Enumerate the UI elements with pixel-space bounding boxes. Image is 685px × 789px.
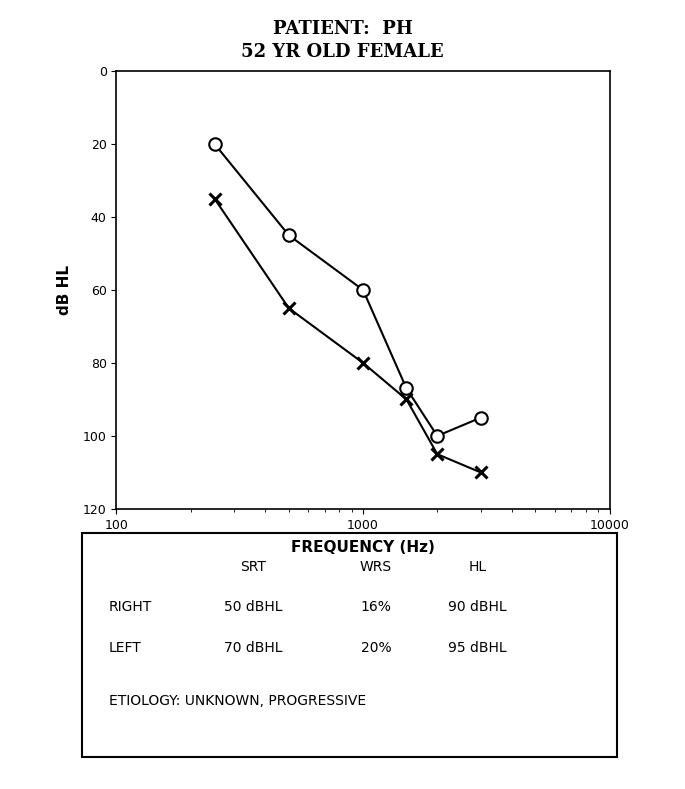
Text: 70 dBHL: 70 dBHL: [224, 641, 282, 655]
Text: RIGHT: RIGHT: [109, 600, 152, 614]
Text: WRS: WRS: [360, 559, 392, 574]
Text: 95 dBHL: 95 dBHL: [448, 641, 507, 655]
Text: ETIOLOGY: UNKNOWN, PROGRESSIVE: ETIOLOGY: UNKNOWN, PROGRESSIVE: [109, 694, 366, 709]
Text: 90 dBHL: 90 dBHL: [448, 600, 507, 614]
Text: HL: HL: [469, 559, 486, 574]
X-axis label: FREQUENCY (Hz): FREQUENCY (Hz): [291, 540, 435, 555]
Text: 52 YR OLD FEMALE: 52 YR OLD FEMALE: [241, 43, 444, 62]
Text: 50 dBHL: 50 dBHL: [224, 600, 282, 614]
Text: 20%: 20%: [361, 641, 391, 655]
Text: LEFT: LEFT: [109, 641, 142, 655]
Y-axis label: dB HL: dB HL: [57, 265, 72, 315]
Text: SRT: SRT: [240, 559, 266, 574]
Text: PATIENT:  PH: PATIENT: PH: [273, 20, 412, 38]
Text: 16%: 16%: [360, 600, 392, 614]
